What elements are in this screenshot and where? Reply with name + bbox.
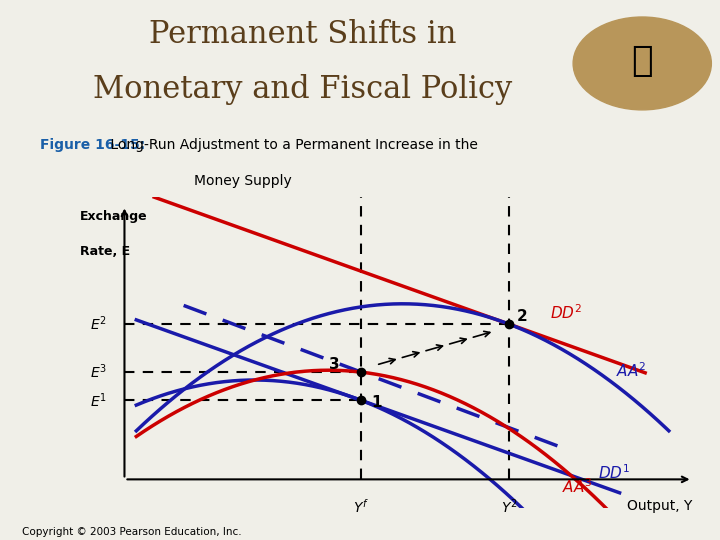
Text: Copyright © 2003 Pearson Education, Inc.: Copyright © 2003 Pearson Education, Inc. — [22, 527, 241, 537]
Text: $AA^3$: $AA^3$ — [562, 478, 593, 496]
Text: Permanent Shifts in: Permanent Shifts in — [148, 19, 456, 50]
Text: $DD^2$: $DD^2$ — [551, 303, 582, 322]
Text: $Y^f$: $Y^f$ — [353, 498, 369, 516]
Text: Money Supply: Money Supply — [194, 174, 292, 188]
Text: 🌏: 🌏 — [631, 44, 653, 78]
Text: $E^3$: $E^3$ — [90, 363, 107, 381]
Text: 1: 1 — [372, 395, 382, 410]
Text: Exchange: Exchange — [80, 210, 148, 222]
Text: 2: 2 — [517, 309, 528, 325]
Text: $DD^1$: $DD^1$ — [598, 464, 630, 482]
Text: Monetary and Fiscal Policy: Monetary and Fiscal Policy — [93, 74, 512, 105]
Text: 3: 3 — [328, 357, 339, 372]
Text: $AA^2$: $AA^2$ — [616, 361, 646, 380]
Circle shape — [573, 17, 711, 110]
Text: Output, Y: Output, Y — [627, 499, 693, 513]
Text: Figure 16-15:: Figure 16-15: — [40, 138, 145, 152]
Text: Long-Run Adjustment to a Permanent Increase in the: Long-Run Adjustment to a Permanent Incre… — [106, 138, 477, 152]
Text: $E^1$: $E^1$ — [90, 391, 107, 410]
Text: $E^2$: $E^2$ — [90, 315, 107, 333]
Text: Rate, E: Rate, E — [80, 245, 130, 258]
Text: $Y^2$: $Y^2$ — [500, 498, 518, 516]
